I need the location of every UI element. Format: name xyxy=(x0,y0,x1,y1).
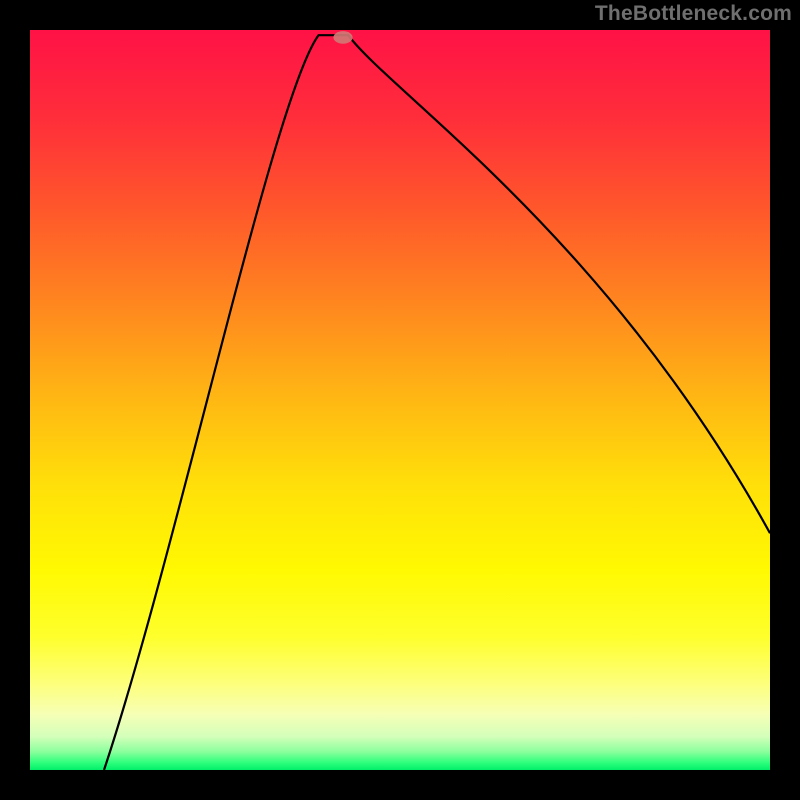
optimal-point-marker xyxy=(333,31,352,44)
watermark-text: TheBottleneck.com xyxy=(595,2,792,26)
bottleneck-chart xyxy=(0,0,800,800)
chart-background xyxy=(30,30,770,770)
chart-container: TheBottleneck.com xyxy=(0,0,800,800)
